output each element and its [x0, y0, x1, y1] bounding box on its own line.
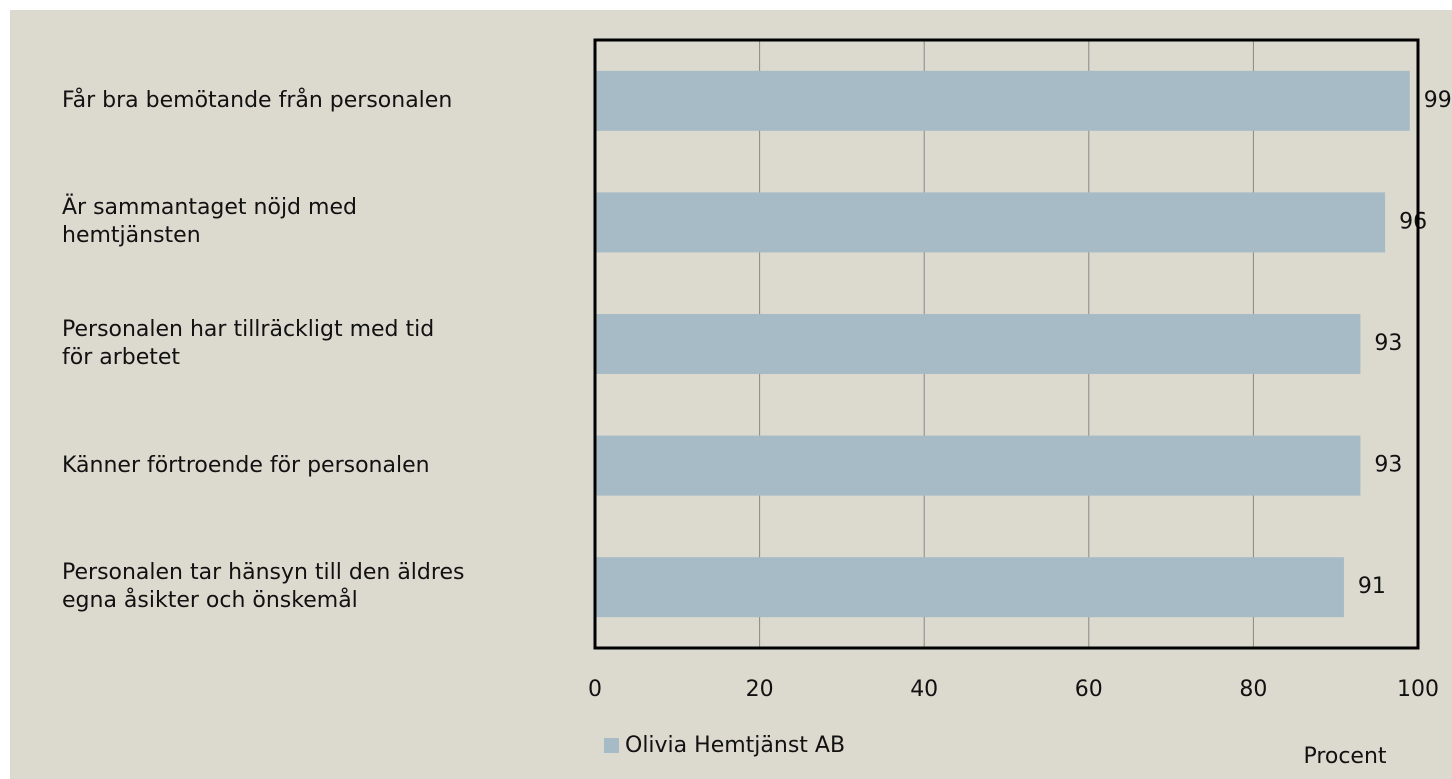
- value-label: 99: [1424, 88, 1452, 113]
- x-tick-label: 0: [588, 677, 602, 702]
- bar: [595, 192, 1386, 253]
- value-label: 91: [1358, 574, 1386, 599]
- value-label: 93: [1374, 331, 1402, 356]
- chart-background: [10, 10, 1452, 779]
- y-tick-label: Känner förtroende för personalen: [62, 452, 430, 478]
- x-tick-label: 80: [1239, 677, 1267, 702]
- x-axis-label: Procent: [1303, 744, 1386, 769]
- x-tick-label: 40: [910, 677, 938, 702]
- bar: [595, 435, 1361, 496]
- bar: [595, 314, 1361, 374]
- y-tick-label: Personalen tar hänsyn till den äldres eg…: [62, 560, 465, 614]
- y-tick-label: Personalen har tillräckligt med tid för …: [62, 317, 435, 370]
- x-tick-label: 100: [1397, 677, 1439, 702]
- x-tick-label: 20: [746, 677, 774, 702]
- y-tick-label: Är sammantaget nöjd med hemtjänsten: [62, 195, 357, 249]
- y-tick-label: Får bra bemötande från personalen: [62, 87, 453, 113]
- legend-label: Olivia Hemtjänst AB: [625, 733, 845, 758]
- x-tick-label: 60: [1075, 677, 1103, 702]
- bar: [595, 70, 1410, 131]
- value-label: 96: [1399, 209, 1427, 234]
- plot-border: [593, 38, 1420, 650]
- value-label: 93: [1374, 453, 1402, 478]
- legend-swatch: [604, 738, 619, 753]
- bar: [595, 557, 1344, 618]
